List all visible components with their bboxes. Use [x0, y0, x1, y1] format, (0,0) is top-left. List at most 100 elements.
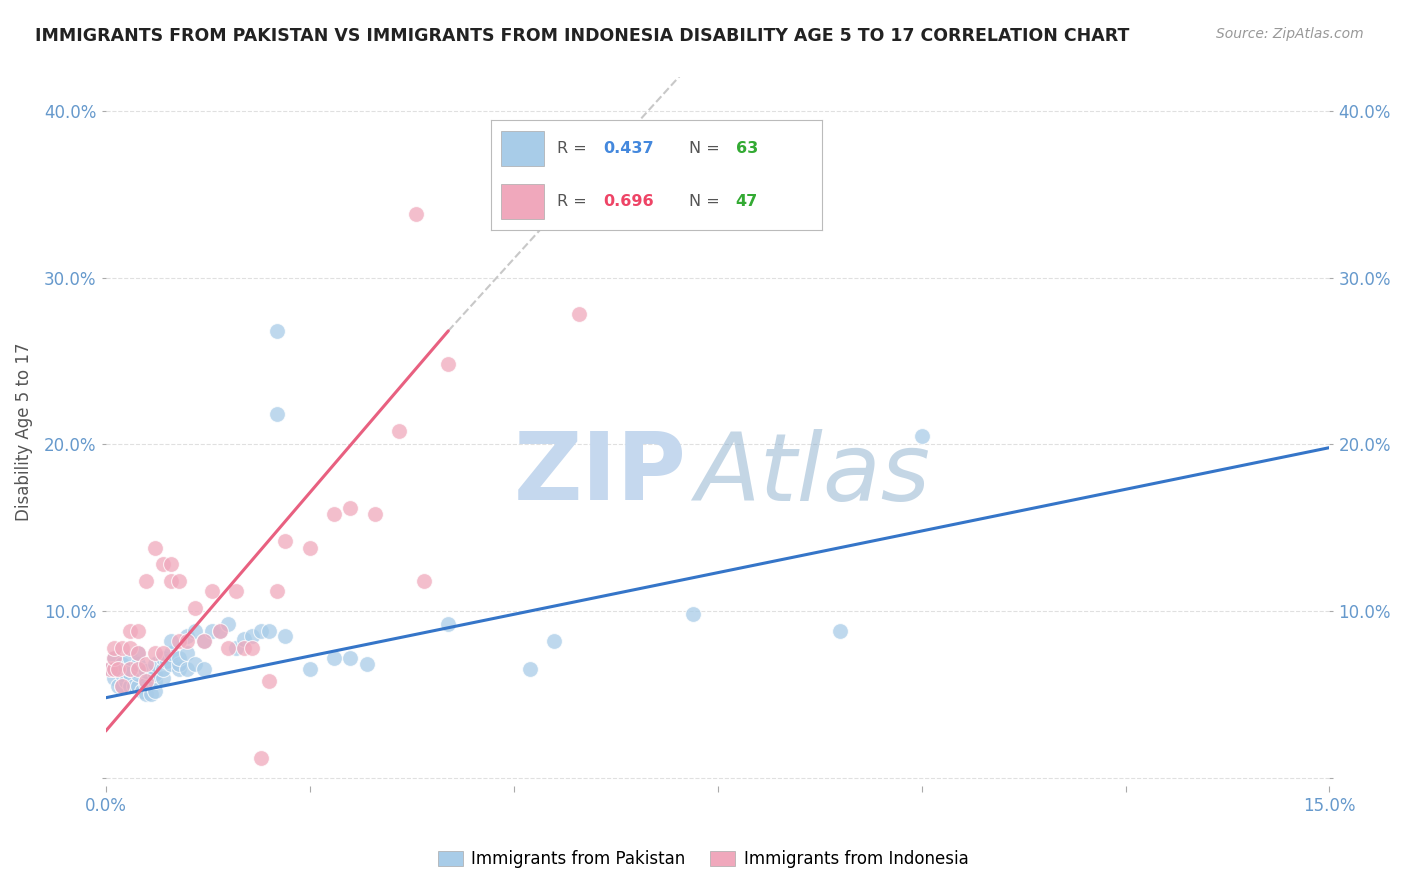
Point [167, 574, 190, 588]
Point [122, 679, 145, 693]
Point [184, 624, 207, 638]
Point [298, 541, 321, 555]
Point [323, 508, 346, 522]
Point [356, 657, 378, 672]
Text: ZIP: ZIP [515, 428, 688, 520]
Point [242, 640, 264, 655]
Point [160, 558, 183, 572]
Point [193, 662, 215, 676]
Point [176, 634, 198, 648]
Point [217, 640, 239, 655]
Point [274, 629, 297, 643]
Point [828, 624, 851, 638]
Point [242, 629, 264, 643]
Point [266, 407, 288, 421]
Point [437, 357, 460, 371]
Point [115, 674, 138, 689]
Point [233, 640, 256, 655]
Point [135, 657, 157, 672]
Point [405, 207, 427, 221]
Text: Source: ZipAtlas.com: Source: ZipAtlas.com [1216, 27, 1364, 41]
Point [339, 500, 361, 515]
Point [127, 662, 149, 676]
Point [193, 634, 215, 648]
Point [412, 574, 434, 588]
Point [120, 640, 142, 655]
Point [143, 657, 166, 672]
Point [682, 607, 704, 622]
Point [156, 654, 179, 668]
Point [103, 662, 125, 676]
Point [167, 650, 190, 665]
Point [120, 662, 142, 676]
Point [339, 650, 361, 665]
Point [543, 634, 565, 648]
Point [103, 640, 125, 655]
Point [208, 624, 231, 638]
Point [107, 662, 129, 676]
Point [135, 664, 157, 678]
Point [135, 677, 157, 691]
Point [120, 650, 142, 665]
Point [184, 600, 207, 615]
Point [135, 574, 157, 588]
Point [176, 662, 198, 676]
Point [193, 634, 215, 648]
Point [910, 429, 932, 443]
Point [103, 671, 125, 685]
Point [437, 617, 460, 632]
Point [131, 684, 153, 698]
Point [127, 679, 149, 693]
Point [107, 679, 129, 693]
Point [502, 190, 524, 204]
Point [167, 662, 190, 676]
Point [233, 632, 256, 647]
Point [143, 674, 166, 689]
Point [127, 667, 149, 681]
Point [167, 634, 190, 648]
Y-axis label: Disability Age 5 to 17: Disability Age 5 to 17 [15, 343, 32, 521]
Point [519, 662, 541, 676]
Point [160, 657, 183, 672]
Point [103, 650, 125, 665]
Point [152, 650, 174, 665]
Point [160, 634, 183, 648]
Point [111, 679, 134, 693]
Point [568, 307, 591, 321]
Point [143, 684, 166, 698]
Point [160, 574, 183, 588]
Point [143, 667, 166, 681]
Point [152, 646, 174, 660]
Point [176, 629, 198, 643]
Point [98, 662, 121, 676]
Point [274, 534, 297, 549]
Point [201, 624, 224, 638]
Point [111, 657, 134, 672]
Point [139, 688, 162, 702]
Point [388, 424, 411, 438]
Point [152, 671, 174, 685]
Point [257, 624, 280, 638]
Point [127, 624, 149, 638]
Point [143, 646, 166, 660]
Point [184, 657, 207, 672]
Point [127, 646, 149, 660]
Point [257, 674, 280, 689]
Point [160, 646, 183, 660]
Point [249, 751, 271, 765]
Point [249, 624, 271, 638]
Point [364, 508, 387, 522]
Point [127, 646, 149, 660]
Point [120, 662, 142, 676]
Point [152, 558, 174, 572]
Point [167, 657, 190, 672]
Point [127, 657, 149, 672]
Legend: Immigrants from Pakistan, Immigrants from Indonesia: Immigrants from Pakistan, Immigrants fro… [432, 844, 974, 875]
Point [111, 679, 134, 693]
Point [120, 667, 142, 681]
Point [103, 662, 125, 676]
Point [111, 667, 134, 681]
Point [225, 584, 247, 599]
Point [98, 662, 121, 676]
Point [176, 646, 198, 660]
